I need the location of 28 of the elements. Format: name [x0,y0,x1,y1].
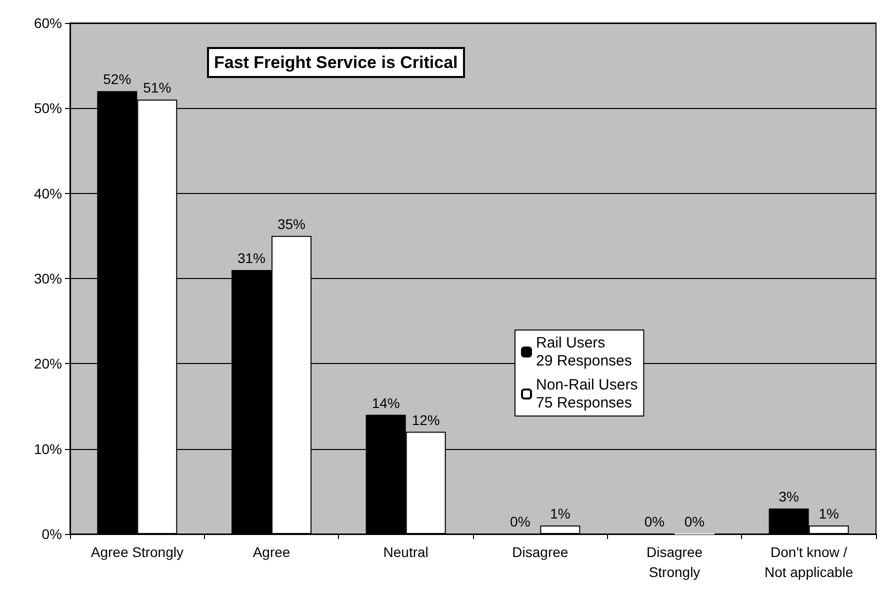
y-tick-label: 60% [34,15,62,31]
y-tick-label: 40% [34,185,62,202]
y-tick-label: 20% [34,356,62,372]
y-tick-label: 30% [34,270,62,286]
x-tick-label: Disagree Strongly [646,544,703,580]
x-tick-label: Agree Strongly [90,544,184,560]
y-tick-label: 10% [34,440,62,457]
data-label: 14% [372,394,400,411]
legend-label: Non-Rail Users 75 Responses [536,376,638,412]
data-label: 3% [778,488,799,504]
y-tick-label: 0% [42,526,62,542]
data-label: 0% [510,514,530,530]
data-label: 0% [684,514,705,530]
data-label: 35% [277,216,306,232]
data-label: 1% [818,505,839,522]
y-tick-label: 50% [34,100,62,116]
x-tick-label: Neutral [383,544,428,560]
x-tick-label: Disagree [512,544,568,560]
data-label: 0% [644,514,665,530]
data-label: 31% [237,250,266,266]
x-tick-label: Don't know / Not applicable [764,544,854,580]
data-label: 12% [412,412,440,428]
data-label: 1% [550,505,570,522]
data-label: 51% [143,80,172,96]
x-tick-label: Agree [252,544,290,560]
text: Fast Freight Service is Critical [214,53,458,72]
data-label: 52% [103,71,132,88]
legend-label: Rail Users 29 Responses [536,334,632,370]
